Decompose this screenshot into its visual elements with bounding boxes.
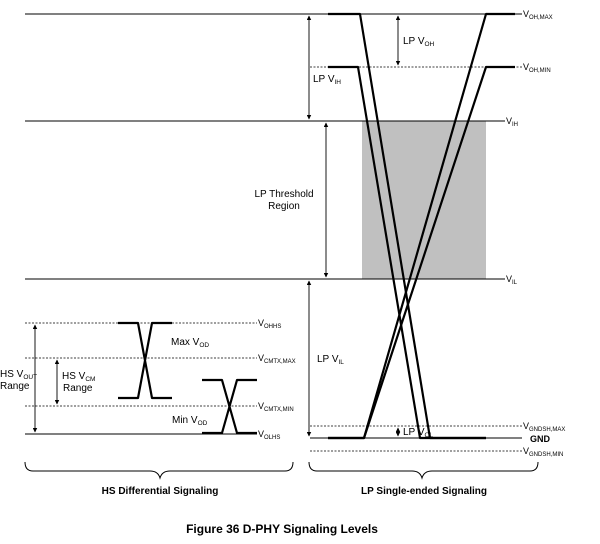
lp-waveform-rising-min [328, 65, 515, 440]
hs-eye-min-vod [202, 378, 257, 435]
label-max-vod: Max VOD [171, 337, 209, 349]
hs-section-brace [24, 461, 294, 480]
label-lp-vih: LP VIH [313, 74, 341, 86]
label-hs-vout-1: HS VOUT [0, 369, 37, 381]
label-vohhs: VOHHS [258, 318, 281, 330]
label-volhs: VOLHS [258, 429, 280, 441]
label-gnd: GND [530, 434, 551, 444]
label-vcmtx-max: VCMTX,MAX [258, 353, 296, 365]
label-lp-voh: LP VOH [403, 36, 435, 48]
label-lp-threshold-1: LP Threshold [254, 189, 313, 200]
label-voh-max: VOH,MAX [523, 9, 553, 21]
lp-section-brace [308, 461, 539, 480]
label-vgndsh-min: VGNDSH,MIN [523, 446, 563, 458]
label-lp-vil: LP VIL [317, 354, 344, 366]
label-vcmtx-min: VCMTX,MIN [258, 401, 294, 413]
label-lp-vol: LP VOL [403, 427, 434, 439]
label-vih: VIH [506, 116, 518, 128]
label-vgndsh-max: VGNDSH,MAX [523, 421, 565, 433]
label-vil: VIL [506, 274, 518, 286]
section-hs-differential: HS Differential Signaling [102, 486, 219, 497]
hs-eye-max-vod [118, 321, 172, 400]
label-hs-vcm-2: Range [63, 383, 93, 394]
label-min-vod: Min VOD [172, 415, 208, 427]
section-lp-single-ended: LP Single-ended Signaling [361, 486, 487, 497]
label-lp-threshold-2: Region [268, 201, 300, 212]
label-hs-vcm-1: HS VCM [62, 371, 95, 383]
figure-caption: Figure 36 D-PHY Signaling Levels [186, 522, 378, 536]
lp-waveform-high-min [328, 65, 486, 440]
label-hs-vout-2: Range [0, 381, 30, 392]
label-voh-min: VOH,MIN [523, 62, 551, 74]
